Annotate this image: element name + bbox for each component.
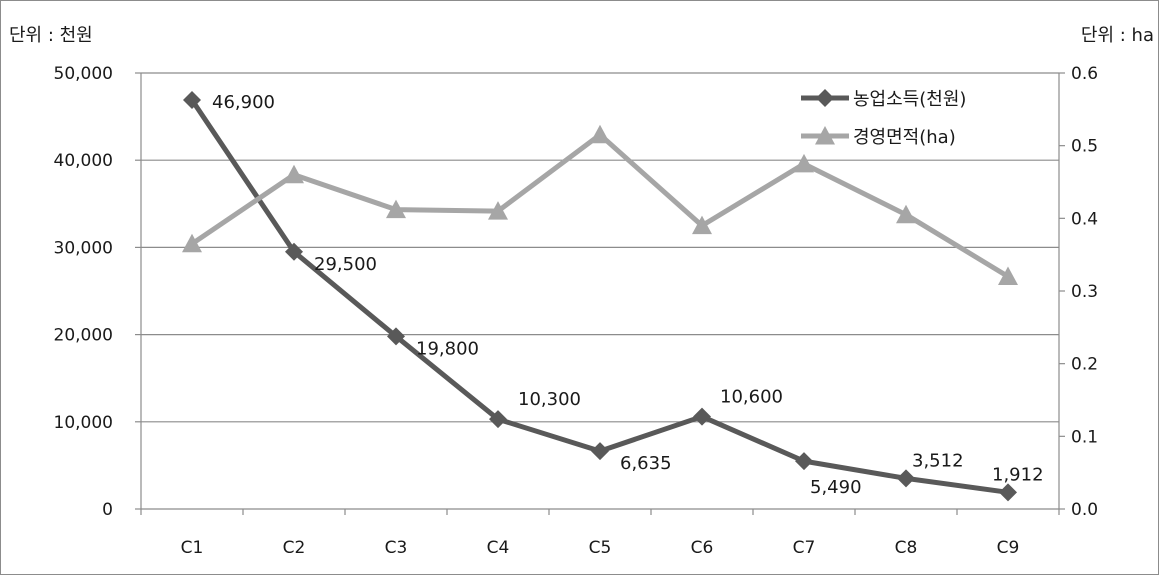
x-tick-label: C4: [487, 538, 510, 558]
data-point: [692, 215, 712, 235]
left-tick-label: 10,000: [54, 413, 113, 433]
right-tick-label: 0.0: [1071, 500, 1098, 520]
data-label: 46,900: [212, 92, 275, 113]
x-tick-label: C9: [997, 538, 1020, 558]
data-label: 19,800: [416, 338, 479, 359]
right-tick-label: 0.1: [1071, 427, 1098, 447]
data-point: [591, 442, 609, 461]
axes: 0 10,000 20,000 30,000 40,000 50,000 0.0 0.1 0.2…: [9, 25, 1154, 558]
data-point: [386, 199, 406, 219]
right-tick-label: 0.5: [1071, 137, 1098, 157]
data-point: [693, 407, 711, 426]
data-labels: 46,900 29,500 19,800 10,300 6,635 10,600 5,490…: [212, 92, 1044, 498]
legend-label: 경영면적(ha): [853, 127, 956, 148]
series-line: [189, 97, 1011, 495]
right-unit-label: 단위 : ha: [1081, 25, 1154, 46]
left-tick-label: 50,000: [54, 64, 113, 84]
left-unit-label: 단위 : 천원: [9, 25, 93, 46]
data-point: [897, 469, 915, 488]
data-label: 1,912: [992, 464, 1044, 485]
data-point: [387, 327, 405, 346]
left-tick-label: 40,000: [54, 151, 113, 171]
series: [182, 91, 1018, 502]
data-label: 3,512: [912, 450, 964, 471]
data-point: [896, 204, 916, 224]
legend: 농업소득(천원) 경영면적(ha): [801, 89, 966, 148]
data-point: [489, 410, 507, 429]
right-tick-label: 0.2: [1071, 355, 1098, 375]
data-point: [285, 242, 303, 261]
data-point: [999, 483, 1017, 502]
right-tick-label: 0.3: [1071, 282, 1098, 302]
x-tick-label: C7: [793, 538, 816, 558]
legend-label: 농업소득(천원): [853, 89, 966, 110]
left-tick-label: 30,000: [54, 238, 113, 258]
data-point: [794, 153, 814, 173]
data-point: [284, 164, 304, 184]
data-label: 5,490: [810, 477, 862, 498]
data-point: [590, 124, 610, 144]
x-tick-label: C1: [181, 538, 204, 558]
data-point: [182, 233, 202, 253]
x-tick-label: C8: [895, 538, 918, 558]
data-point: [488, 201, 508, 220]
x-tick-label: C5: [589, 538, 612, 558]
right-tick-label: 0.6: [1071, 64, 1098, 84]
data-label: 29,500: [314, 254, 377, 275]
data-label: 6,635: [620, 453, 672, 474]
right-tick-label: 0.4: [1071, 209, 1098, 229]
x-tick-label: C2: [283, 538, 306, 558]
data-label: 10,600: [720, 387, 783, 408]
data-point: [183, 91, 201, 110]
left-tick-label: 0: [102, 500, 113, 520]
data-point: [795, 452, 813, 471]
data-label: 10,300: [518, 389, 581, 410]
legend-marker: [815, 126, 835, 145]
x-tick-label: C3: [385, 538, 408, 558]
legend-marker: [816, 89, 834, 107]
data-point: [998, 266, 1018, 285]
left-tick-label: 20,000: [54, 326, 113, 346]
x-tick-label: C6: [691, 538, 714, 558]
